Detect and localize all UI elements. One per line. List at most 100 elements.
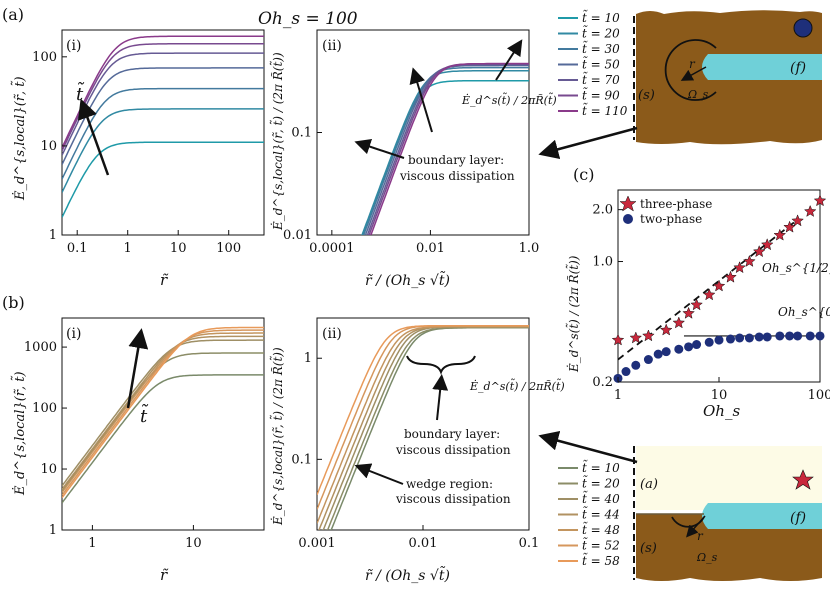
point-three-phase: [773, 228, 787, 241]
schematic-top: (f) (s) r Ω_s: [633, 10, 822, 145]
annotation-t-a-i: t̃: [76, 82, 85, 105]
point-three-phase: [642, 329, 655, 342]
ytick-label-b-ii: 0.1: [291, 452, 312, 467]
legend-label-bottom: t̃ = 58: [582, 552, 620, 568]
ylabel-c: Ė_d^s(t̃) / (2π R̃(t̃)): [565, 255, 581, 373]
figure-title: Oh_s = 100: [258, 9, 358, 29]
point-two-phase: [775, 331, 785, 341]
trend-arrow-a-i: [77, 98, 110, 176]
ytick-label-a-ii: 0.1: [291, 126, 312, 141]
three-phase-marker-icon: [792, 469, 814, 490]
legend-label-bottom: t̃ = 44: [582, 506, 620, 522]
ytick-label-b-i: 100: [32, 401, 57, 416]
xtick-label-a-i: 100: [216, 241, 241, 256]
schematic-bottom-a: (a): [640, 477, 658, 492]
annot-a-ii-viscous: viscous dissipation: [399, 169, 515, 183]
xlabel-c: Oh_s: [703, 402, 740, 420]
point-two-phase: [692, 340, 702, 350]
chart-b-i: (i) 1 10 1 10 100 1000 r̃ Ė_d^{s,local}(r̃, t…: [11, 317, 265, 584]
two-phase-marker-icon: [793, 18, 813, 38]
chart-c: 1 10 100 0.2 1.0 2.0 three-phase two-phase Oh…: [565, 189, 830, 420]
series-line-a-i-1: [62, 141, 264, 218]
point-two-phase: [643, 355, 653, 365]
ylabel-b-ii: Ė_d^{s,local}(r̃, t̃) / (2π R̃(t̃)): [269, 347, 285, 526]
ytick-label-b-i: 10: [40, 462, 57, 477]
xtick-label-b-i: 1: [88, 536, 96, 551]
annot-b-ii-viscous1: viscous dissipation: [395, 443, 511, 457]
panel-label-b: (b): [2, 293, 25, 312]
legend-label-bottom: t̃ = 10: [582, 459, 620, 475]
point-three-phase: [682, 306, 695, 319]
sub-label-b-i: (i): [66, 326, 81, 342]
legend-c-two-phase: two-phase: [640, 212, 702, 226]
point-three-phase: [611, 333, 625, 346]
omega-arc-top: [664, 39, 717, 101]
schematic-top-r: r: [689, 57, 696, 71]
axes-frame-a-i: [61, 29, 265, 236]
point-three-phase: [629, 331, 643, 344]
schematic-bottom-f: (f): [790, 510, 806, 526]
series-line-b-i-1: [62, 374, 264, 504]
series-line-b-ii-5: [317, 325, 529, 524]
point-three-phase: [712, 279, 726, 292]
ytick-label-c: 1.0: [592, 255, 613, 270]
schematic-bottom: (a) (f) (s) r Ω_s: [633, 446, 822, 581]
fluid-jet-top: [702, 54, 822, 80]
point-two-phase: [674, 344, 684, 354]
ytick-label-c: 2.0: [592, 203, 613, 218]
series-line-b-i-6: [62, 329, 264, 496]
point-two-phase: [653, 349, 663, 359]
fluid-jet-bottom: [702, 503, 822, 529]
sub-label-b-ii: (ii): [322, 326, 342, 342]
legend-label-top: t̃ = 20: [582, 25, 620, 41]
series-line-b-i-7: [62, 326, 264, 499]
ytick-label-a-ii: 0.01: [283, 228, 312, 243]
xtick-label-c: 10: [711, 388, 728, 403]
schematic-top-s: (s): [638, 88, 655, 103]
ytick-label-b-i: 1: [49, 523, 57, 538]
legend-circle-icon: [623, 214, 633, 224]
legend-label-top: t̃ = 30: [582, 40, 620, 56]
connector-arrow-bottom: [538, 430, 638, 464]
panel-label-c: (c): [573, 165, 594, 184]
guide-label-half: Oh_s^{1/2}: [762, 261, 830, 275]
series-line-a-ii-5: [366, 63, 529, 235]
xlabel-b-i: r̃: [160, 566, 169, 584]
point-two-phase: [793, 331, 803, 341]
legend-label-top: t̃ = 50: [582, 56, 620, 72]
point-two-phase: [631, 360, 641, 370]
series-line-a-i-5: [62, 52, 264, 156]
schematic-bottom-s: (s): [640, 541, 657, 556]
point-three-phase: [743, 254, 756, 267]
xtick-label-c: 1: [614, 388, 622, 403]
arrow-a-ii-bl: [354, 138, 405, 159]
arrow-b-ii-wedge: [354, 463, 404, 485]
brace-b-ii: [406, 355, 476, 375]
point-two-phase: [754, 332, 764, 342]
ytick-label-a-i: 100: [32, 50, 57, 65]
legend-label-bottom: t̃ = 48: [582, 521, 620, 537]
series-line-a-i-7: [62, 35, 264, 149]
legend-c: three-phase two-phase: [619, 195, 712, 226]
guide-label-zero: Oh_s^{0}: [778, 305, 830, 319]
legend-label-bottom: t̃ = 20: [582, 475, 620, 491]
point-three-phase: [791, 214, 804, 227]
series-line-b-ii-7: [317, 324, 529, 496]
series-line-b-i-4: [62, 335, 264, 490]
xlabel-b-ii: r̃ / (Oh_s √t̃): [365, 565, 450, 584]
legend-label-top: t̃ = 110: [582, 102, 628, 118]
point-two-phase: [704, 337, 714, 347]
radius-arrow-top: [680, 66, 707, 81]
series-line-a-i-4: [62, 67, 264, 165]
sub-label-a-ii: (ii): [322, 38, 342, 54]
xtick-label-a-i: 0.1: [67, 241, 88, 256]
xtick-label-b-ii: 0.01: [409, 536, 438, 551]
ytick-label-a-i: 1: [49, 228, 57, 243]
point-three-phase: [659, 323, 673, 336]
ytick-label-b-i: 1000: [24, 340, 57, 355]
connector-arrow-top: [538, 126, 638, 160]
series-line-a-ii-7: [370, 62, 529, 235]
schematic-top-omega: Ω_s: [687, 88, 709, 101]
arrow-b-ii-bl: [432, 374, 449, 421]
ytick-label-b-ii: 1: [304, 351, 312, 366]
